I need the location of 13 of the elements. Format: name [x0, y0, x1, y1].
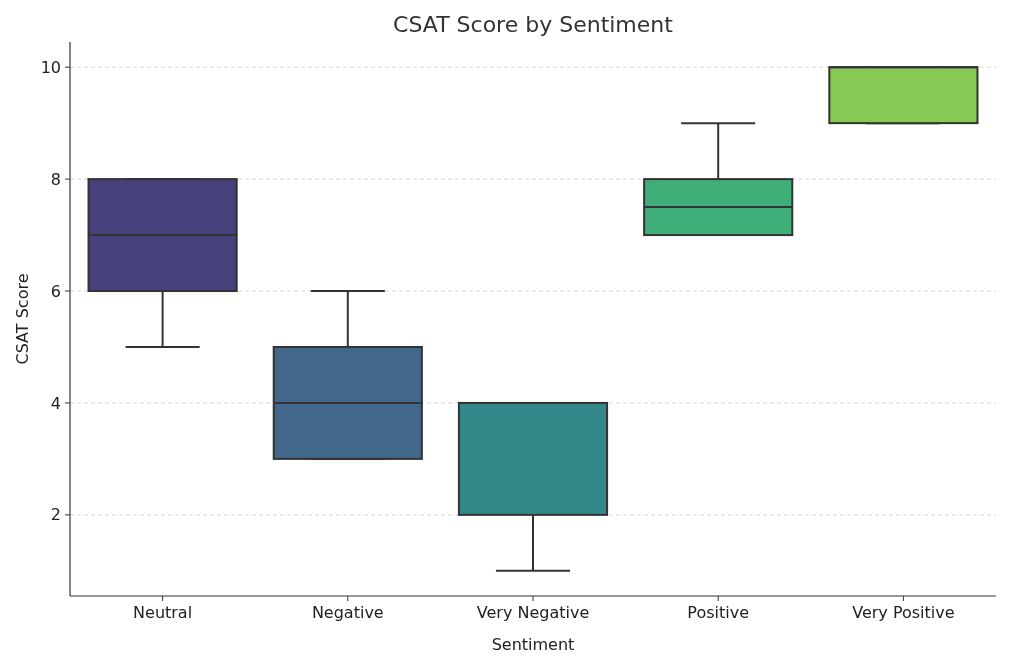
x-tick-label: Neutral	[133, 603, 193, 622]
y-tick-label: 4	[50, 393, 61, 413]
y-tick-label: 2	[50, 505, 61, 525]
y-tick-label: 6	[50, 281, 61, 301]
x-axis-title: Sentiment	[491, 635, 575, 654]
x-tick-label: Very Positive	[852, 603, 955, 622]
y-axis-title: CSAT Score	[13, 273, 32, 365]
x-tick-label: Positive	[687, 603, 750, 622]
chart-title: CSAT Score by Sentiment	[393, 12, 674, 37]
y-tick-label: 10	[40, 57, 61, 77]
x-tick-label: Very Negative	[476, 603, 590, 622]
y-tick-label: 8	[50, 169, 61, 189]
x-tick-label: Negative	[311, 603, 384, 622]
